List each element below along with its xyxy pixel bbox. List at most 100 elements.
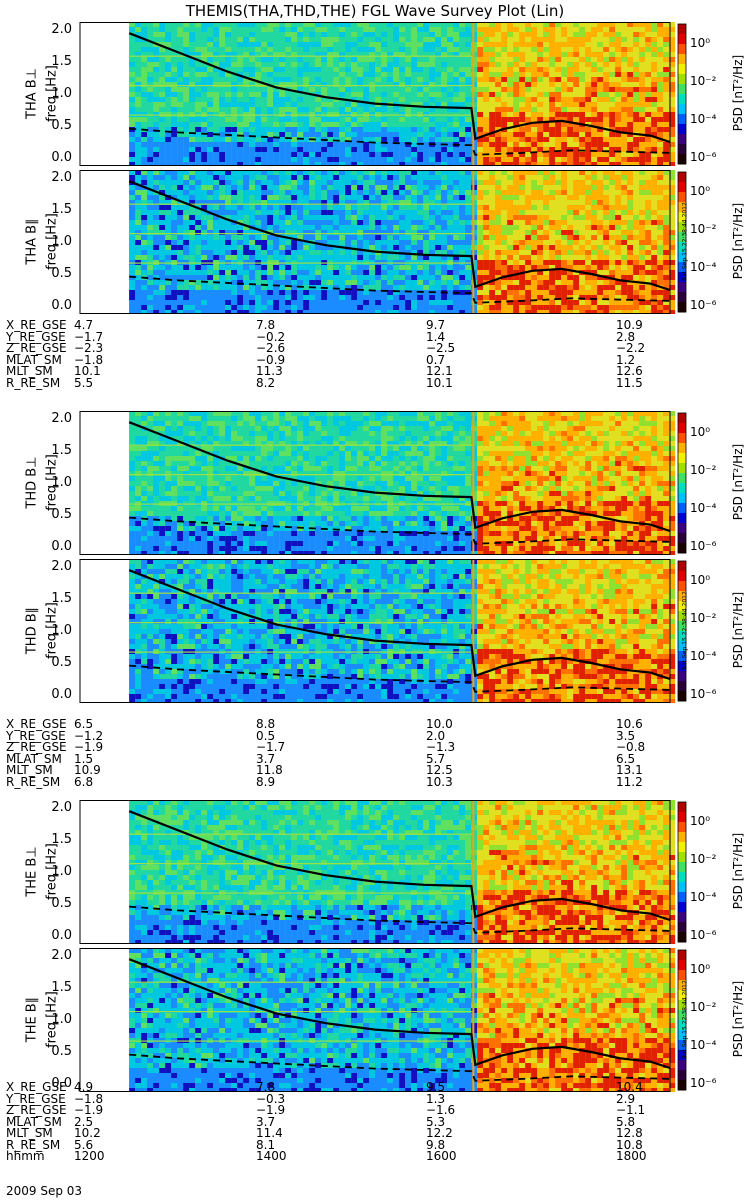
ephemeris-value: 4.9 <box>74 1080 94 1094</box>
ephemeris-value: 5.6 <box>74 1137 94 1152</box>
y-tick-label: 1.5 <box>51 54 72 69</box>
ephemeris-row: MLAT_SM 2.5 3.7 5.3 5.8 <box>0 1114 750 1129</box>
ephemeris-row: R_RE_SM 6.8 8.9 10.3 11.2 <box>0 774 750 789</box>
ephemeris-value: 1800 <box>616 1149 647 1163</box>
colorbar-tick-label: 10⁰ <box>690 184 711 198</box>
ephemeris-value: 1400 <box>256 1149 287 1163</box>
ephemeris-value: −2.3 <box>74 341 104 355</box>
ephemeris-row: X_RE_GSE 4.9 7.8 9.5 10.4 <box>0 1080 750 1094</box>
y-tick-label: 0.0 <box>51 539 72 554</box>
ephemeris-value: 1.4 <box>426 329 446 344</box>
ephemeris-value: 3.5 <box>616 728 636 743</box>
y-tick-label: 1.0 <box>51 475 72 490</box>
ephemeris-row-label: MLAT_SM <box>6 352 62 367</box>
ephemeris-value: 3.7 <box>256 1114 276 1129</box>
y-tick-label: 0.0 <box>51 1076 72 1091</box>
colorbar-title: PSD [nT²/Hz] <box>731 980 745 1058</box>
ephemeris-row-label: Z_RE_GSE <box>6 740 67 754</box>
solid-frequency-curve <box>128 32 671 144</box>
y-tick-label: 0.5 <box>51 655 72 670</box>
ephemeris-value: 10.9 <box>616 318 643 332</box>
ephemeris-block: X_RE_GSE 4.7 7.8 9.7 10.9 Y_RE_GSE −1.7 −0.2 1.4… <box>0 318 750 390</box>
ephemeris-value: 5.8 <box>616 1114 636 1129</box>
spectrogram-heatmap <box>79 559 687 703</box>
y-tick-label: 1.5 <box>51 832 72 847</box>
dashed-frequency-curve <box>129 127 671 156</box>
spectrogram-heatmap <box>79 22 687 166</box>
y-tick-label: 2.0 <box>51 411 72 426</box>
y-tick-label: 0.5 <box>51 1044 72 1059</box>
ephemeris-value: 11.3 <box>256 364 283 378</box>
y-tick-label: 2.0 <box>51 170 72 185</box>
colorbar-tick-label: 10⁻⁴ <box>690 890 717 904</box>
ephemeris-row-label: Z_RE_GSE <box>6 341 67 355</box>
ephemeris-value: 10.8 <box>616 1137 643 1152</box>
ephemeris-value: 12.2 <box>426 1126 453 1140</box>
ephemeris-row-label: X_RE_GSE <box>6 717 67 731</box>
colorbar-tick-label: 10⁻² <box>690 222 717 236</box>
ephemeris-value: 8.1 <box>256 1137 276 1152</box>
ephemeris-value: −1.9 <box>74 740 104 754</box>
ephemeris-value: 10.1 <box>426 375 453 390</box>
y-tick-label: 0.0 <box>51 150 72 165</box>
ephemeris-value: −0.9 <box>256 352 286 367</box>
ephemeris-row: hhmm 1200 1400 1600 1800 <box>0 1149 750 1163</box>
colorbar-tick-label: 10⁻² <box>690 852 717 866</box>
ephemeris-value: −1.1 <box>616 1103 646 1117</box>
ephemeris-value: 8.2 <box>256 375 276 390</box>
ephemeris-value: 6.5 <box>74 717 94 731</box>
spectrogram-heatmap <box>79 411 687 555</box>
ephemeris-value: 6.8 <box>74 774 94 789</box>
date-label: 2009 Sep 03 <box>6 1184 83 1198</box>
ephemeris-value: 5.5 <box>74 375 94 390</box>
ephemeris-row: Z_RE_GSE −1.9 −1.7 −1.3 −0.8 <box>0 740 750 754</box>
ephemeris-value: −1.8 <box>74 1091 104 1106</box>
ephemeris-row-label: R_RE_SM <box>6 774 61 789</box>
colorbar-title: PSD [nT²/Hz] <box>731 443 745 521</box>
spectrogram-heatmap <box>79 948 687 1092</box>
colorbar-tick-label: 10⁻⁶ <box>690 150 717 164</box>
dashed-frequency-curve <box>129 1053 671 1082</box>
colorbar-tick-label: 10⁰ <box>690 573 711 587</box>
ephemeris-value: 11.2 <box>616 774 643 789</box>
colorbar-tick-label: 10⁰ <box>690 962 711 976</box>
y-tick-label: 0.5 <box>51 896 72 911</box>
solid-frequency-curve <box>128 421 671 533</box>
ephemeris-row-label: MLAT_SM <box>6 751 62 766</box>
ephemeris-value: 9.8 <box>426 1137 446 1152</box>
ephemeris-value: 12.6 <box>616 364 643 378</box>
ephemeris-value: 5.7 <box>426 751 446 766</box>
ephemeris-value: 7.8 <box>256 1080 276 1094</box>
ephemeris-value: 12.8 <box>616 1126 643 1140</box>
colorbar-tick-label: 10⁻⁴ <box>690 260 717 274</box>
ephemeris-row: Z_RE_GSE −2.3 −2.6 −2.5 −2.2 <box>0 341 750 355</box>
ephemeris-block: X_RE_GSE 4.9 7.8 9.5 10.4 Y_RE_GSE −1.8 −0.3 1.3… <box>0 1080 750 1163</box>
ephemeris-value: 4.7 <box>74 318 94 332</box>
colorbar-tick-label: 10⁻² <box>690 1000 717 1014</box>
colorbar-tick-label: 10⁻² <box>690 611 717 625</box>
ephemeris-row: MLT_SM 10.2 11.4 12.2 12.8 <box>0 1126 750 1140</box>
ephemeris-value: −0.3 <box>256 1091 286 1106</box>
colorbar-tick-label: 10⁰ <box>690 425 711 439</box>
ephemeris-value: 9.7 <box>426 318 446 332</box>
dashed-frequency-curve <box>129 664 671 693</box>
colorbar-tick-label: 10⁰ <box>690 36 711 50</box>
ephemeris-row: R_RE_SM 5.5 8.2 10.1 11.5 <box>0 375 750 390</box>
spectrogram-panel: THA B⊥ freq [Hz] 2.0 1.5 1.0 0.5 0.0 10⁰ 10⁻² 10⁻… <box>0 22 750 166</box>
colorbar-tick-label: 10⁻⁴ <box>690 1038 717 1052</box>
ephemeris-block: X_RE_GSE 6.5 8.8 10.0 10.6 Y_RE_GSE −1.2 0.5 2.0… <box>0 717 750 789</box>
ephemeris-value: 12.1 <box>426 364 453 378</box>
ephemeris-value: 2.0 <box>426 728 446 743</box>
ephemeris-value: −1.6 <box>426 1103 456 1117</box>
ephemeris-value: 1200 <box>74 1149 105 1163</box>
y-tick-label: 1.5 <box>51 443 72 458</box>
ephemeris-value: 1.5 <box>74 751 94 766</box>
ephemeris-row: R_RE_SM 5.6 8.1 9.8 10.8 <box>0 1137 750 1152</box>
ephemeris-value: 8.8 <box>256 717 276 731</box>
y-tick-label: 1.0 <box>51 234 72 249</box>
ephemeris-row-label: Z_RE_GSE <box>6 1103 67 1117</box>
ephemeris-row-label: R_RE_SM <box>6 1137 61 1152</box>
ephemeris-value: 3.7 <box>256 751 276 766</box>
ephemeris-value: 10.1 <box>74 364 101 378</box>
spectrogram-panel: THA B∥ freq [Hz] 2.0 1.5 1.0 0.5 0.0 10⁰ 10⁻² 10⁻… <box>0 170 750 314</box>
